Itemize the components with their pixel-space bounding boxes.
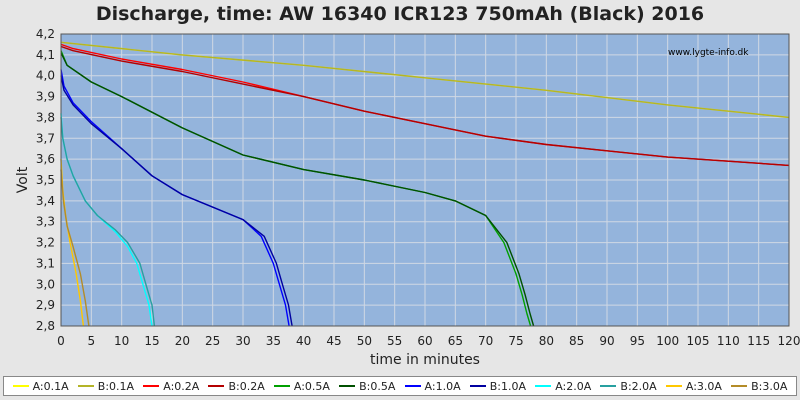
legend-swatch <box>12 385 29 387</box>
x-tick-label: 40 <box>296 334 311 348</box>
legend-label: B:3.0A <box>751 379 788 393</box>
x-tick-label: 90 <box>599 334 614 348</box>
x-tick-label: 45 <box>326 334 341 348</box>
legend-label: A:3.0A <box>685 379 722 393</box>
legend-label: A:0.2A <box>163 379 200 393</box>
x-tick-label: 100 <box>656 334 679 348</box>
y-tick-label: 3,3 <box>36 215 55 229</box>
x-tick-label: 0 <box>57 334 65 348</box>
x-tick-label: 50 <box>357 334 372 348</box>
x-tick-label: 10 <box>114 334 129 348</box>
x-tick-label: 35 <box>266 334 281 348</box>
series-line-b-3-0a <box>60 169 90 327</box>
legend-swatch <box>535 385 552 387</box>
legend-label: A:1.0A <box>424 379 461 393</box>
legend-item: B:2.0A <box>600 379 657 393</box>
legend-swatch <box>339 385 356 387</box>
y-tick-label: 3,6 <box>36 152 55 166</box>
series-line-b-0-1a <box>60 41 790 119</box>
watermark: www.lygte-info.dk <box>668 48 749 58</box>
x-tick-label: 60 <box>417 334 432 348</box>
x-tick-label: 115 <box>747 334 770 348</box>
series-line-b-1-0a <box>60 75 293 327</box>
y-tick-label: 2,8 <box>36 319 55 333</box>
legend-swatch <box>469 385 486 387</box>
x-axis-label: time in minutes <box>370 352 480 368</box>
y-tick-label: 3,7 <box>36 131 55 145</box>
legend-swatch <box>731 385 748 387</box>
x-tick-label: 65 <box>448 334 463 348</box>
legend-item: A:0.2A <box>143 380 199 393</box>
x-tick-labels: 0 5 10 15 20 25 30 35 40 45 50 55 60 65 70 75 80 85 90 95 10… <box>57 334 800 348</box>
y-tick-label: 3,8 <box>36 110 55 124</box>
legend-label: B:0.5A <box>359 379 396 393</box>
legend-swatch <box>273 385 290 387</box>
legend-item: B:0.2A <box>208 379 265 393</box>
series-group <box>60 41 790 327</box>
y-tick-label: 3,5 <box>36 173 55 187</box>
x-tick-label: 120 <box>778 334 800 348</box>
x-tick-label: 110 <box>717 334 740 348</box>
legend-item: A:0.5A <box>273 379 330 393</box>
series-line-b-0-2a <box>60 45 790 167</box>
x-tick-label: 75 <box>508 334 523 348</box>
legend-swatch <box>77 385 94 387</box>
x-tick-label: 30 <box>235 334 250 348</box>
legend-item: B:0.5A <box>339 380 395 393</box>
y-tick-label: 4,2 <box>36 27 55 41</box>
legend-label: B:1.0A <box>489 379 527 393</box>
legend-swatch <box>600 385 617 387</box>
legend: A:0.1A B:0.1A A:0.2A B:0.2A A:0.5A B:0.5A A:1.… <box>3 376 797 396</box>
x-tick-label: 15 <box>144 334 159 348</box>
x-tick-label: 70 <box>478 334 493 348</box>
y-tick-label: 3,1 <box>36 256 55 270</box>
legend-swatch <box>143 385 160 387</box>
y-tick-label: 3,0 <box>36 277 55 291</box>
y-tick-label: 3,9 <box>36 90 55 104</box>
y-tick-label: 4,1 <box>36 48 55 62</box>
legend-item: B:3.0A <box>731 380 787 393</box>
legend-swatch <box>404 385 421 387</box>
x-tick-label: 95 <box>630 334 645 348</box>
plot-border <box>60 33 790 327</box>
legend-swatch <box>208 385 225 387</box>
x-tick-label: 25 <box>205 334 220 348</box>
legend-label: A:0.5A <box>293 379 330 393</box>
y-tick-label: 2,9 <box>36 298 55 312</box>
x-tick-label: 105 <box>687 334 710 348</box>
x-tick-label: 55 <box>387 334 402 348</box>
legend-label: A:2.0A <box>555 379 592 393</box>
legend-item: B:0.1A <box>77 379 135 393</box>
x-tick-label: 20 <box>175 334 190 348</box>
series-line-b-0-5a <box>60 52 535 327</box>
legend-item: A:0.1A <box>12 379 69 393</box>
y-tick-label: 3,4 <box>36 194 55 208</box>
legend-item: A:1.0A <box>404 379 461 393</box>
series-line-b-2-0a <box>60 117 156 327</box>
legend-item: A:2.0A <box>535 380 591 393</box>
discharge-chart: 0 5 10 15 20 25 30 35 40 45 50 55 60 65 70 75 80 85 90 95 10… <box>15 27 800 368</box>
legend-label: B:0.1A <box>97 379 135 393</box>
legend-item: A:3.0A <box>665 379 722 393</box>
legend-label: B:2.0A <box>620 379 657 393</box>
legend-label: A:0.1A <box>32 379 69 393</box>
legend-item: B:1.0A <box>469 379 527 393</box>
x-tick-label: 5 <box>88 334 96 348</box>
legend-label: B:0.2A <box>228 379 265 393</box>
x-tick-label: 85 <box>569 334 584 348</box>
y-axis-label: Volt <box>15 166 31 193</box>
y-tick-label: 3,2 <box>36 236 55 250</box>
y-tick-labels: 2,8 2,9 3,0 3,1 3,2 3,3 3,4 3,5 3,6 3,7 3,8 3,9 4,0 4… <box>36 27 55 333</box>
x-tick-label: 80 <box>539 334 554 348</box>
legend-swatch <box>665 385 682 387</box>
y-tick-label: 4,0 <box>36 69 55 83</box>
chart-title: Discharge, time: AW 16340 ICR123 750mAh … <box>95 3 705 25</box>
